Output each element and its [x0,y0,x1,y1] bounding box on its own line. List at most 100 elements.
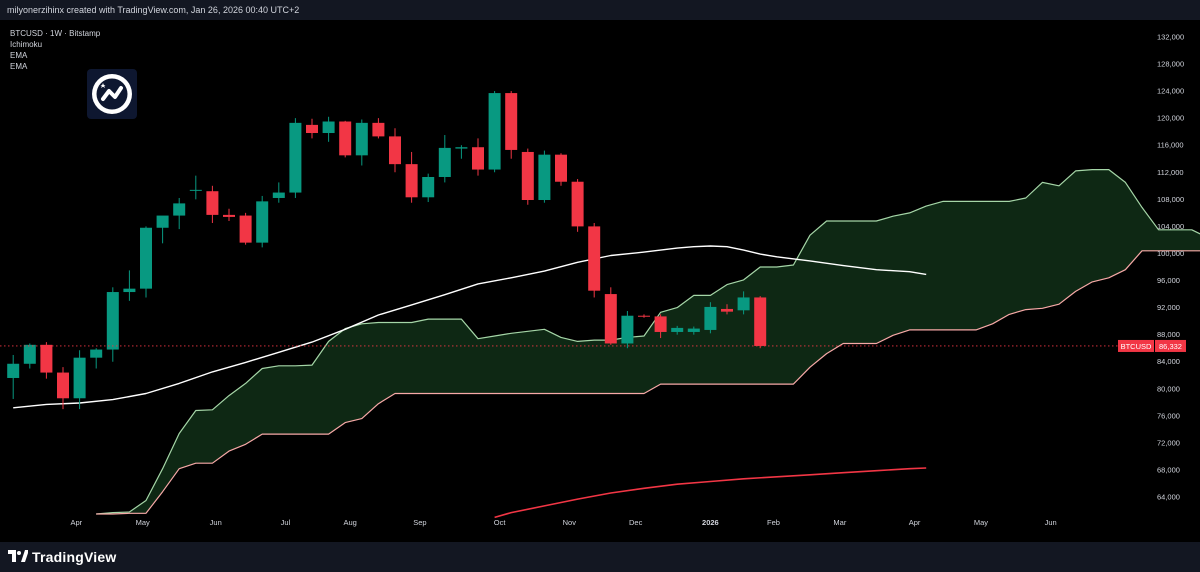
candles-layer [7,91,767,410]
candle [505,91,518,159]
candle [23,343,36,369]
candle [73,350,86,410]
candle-body [23,344,36,364]
axes-layer: BTCUSD 86,332 64,000 68,000 72,000 76,000 80,0… [0,32,1186,527]
candle [289,118,302,198]
last-price-value: 86,332 [1159,342,1182,351]
candle-body [90,349,103,358]
candle [638,314,650,318]
candle-body [704,306,717,330]
candle-body [488,93,501,170]
candle-body [355,122,368,156]
indicator-lines-layer [13,169,1200,519]
y-tick-label: 128,000 [1157,59,1184,68]
candle-body [7,363,20,378]
candle-body [505,93,518,150]
candle-body [754,297,767,346]
candle [239,212,252,245]
x-tick-label: Mar [833,518,846,527]
ema-slow-line [494,467,927,519]
candle-body [189,189,202,191]
y-tick-label: 124,000 [1157,87,1184,96]
candle-body [239,215,252,243]
y-tick-label: 92,000 [1157,303,1180,312]
y-tick-label: 72,000 [1157,438,1180,447]
candle-body [140,227,152,289]
candle-body [721,308,733,312]
candle-body [671,327,684,332]
candle [189,175,202,200]
x-tick-label: May [136,518,150,527]
candle [322,116,335,142]
x-tick-label: Nov [563,518,577,527]
legend-ema-2[interactable]: EMA [10,62,28,71]
candle [604,287,617,345]
candle-body [555,154,567,182]
candle [621,310,634,349]
x-tick-label: Apr [70,518,82,527]
y-tick-label: 68,000 [1157,466,1180,475]
x-tick-label: Aug [344,518,357,527]
candle [173,197,186,230]
tradingview-brand[interactable]: TradingView [32,549,117,565]
candle [339,120,352,158]
candle-body [40,344,53,373]
candle [671,325,684,335]
y-tick-label: 84,000 [1157,357,1180,366]
legend-symbol[interactable]: BTCUSD · 1W · Bitstamp [10,29,101,38]
y-tick-label: 104,000 [1157,222,1184,231]
candle [123,270,136,301]
legend-ema-1[interactable]: EMA [10,51,28,60]
x-tick-label: Dec [629,518,643,527]
candle [156,215,169,244]
candle [737,291,750,315]
candle [389,128,401,173]
candle [488,91,501,173]
candle [7,354,20,399]
candle [438,135,451,183]
candle-body [206,191,219,215]
footer-bar: TradingView [0,542,1200,572]
candle-body [654,316,667,332]
candle [555,153,567,186]
candle [571,179,584,232]
author-logo [87,69,137,119]
candle-body [472,147,484,170]
y-tick-label: 120,000 [1157,114,1184,123]
candle-body [422,176,435,198]
x-tick-label: Sep [413,518,426,527]
candle [754,296,767,349]
candle [306,118,318,139]
candle-body [322,121,335,134]
candle-body [571,181,584,227]
ichimoku-cloud [96,169,1200,514]
price-chart[interactable]: BTCUSD 86,332 64,000 68,000 72,000 76,000 80,0… [0,20,1200,542]
candle [355,119,368,166]
candle [223,208,235,221]
candle-body [223,214,235,217]
candle-body [389,136,401,165]
ema-fast-line [13,245,927,409]
y-tick-label: 96,000 [1157,276,1180,285]
x-tick-label: Apr [909,518,921,527]
candle-body [588,226,601,291]
candle-body [289,122,302,193]
y-tick-label: 80,000 [1157,384,1180,393]
candle [721,304,733,315]
candle-body [73,357,86,399]
tradingview-logo-icon[interactable] [8,550,28,562]
candle-body [405,164,418,198]
candle [538,150,551,203]
candle-body [538,154,551,201]
y-tick-label: 116,000 [1157,141,1184,150]
last-price-value-tag [1155,339,1186,352]
candle-body [339,121,352,156]
ichimoku-leading-span-b [96,250,1200,515]
candle-body [173,203,186,216]
author-logo-icon [92,74,132,114]
last-price-symbol: BTCUSD [1121,342,1152,351]
x-tick-label: 2026 [702,518,719,527]
legend-ichimoku[interactable]: Ichimoku [10,40,43,49]
y-tick-label: 132,000 [1157,32,1184,41]
y-tick-label: 76,000 [1157,411,1180,420]
